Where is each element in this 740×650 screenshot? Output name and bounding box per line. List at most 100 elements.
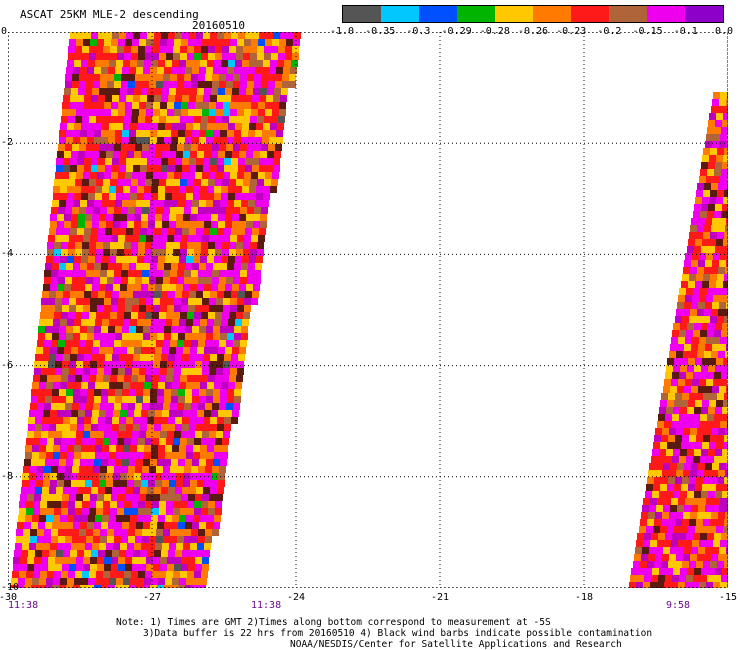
- data-cell: [208, 53, 215, 60]
- data-cell: [173, 375, 180, 382]
- data-cell: [253, 151, 260, 158]
- data-cell: [262, 200, 269, 207]
- data-cell: [101, 333, 108, 340]
- data-cell: [74, 382, 81, 389]
- data-cell: [156, 277, 163, 284]
- data-cell: [80, 263, 87, 270]
- data-cell: [117, 438, 124, 445]
- data-cell: [97, 368, 104, 375]
- data-cell: [62, 557, 69, 564]
- data-cell: [208, 46, 215, 53]
- data-cell: [194, 116, 201, 123]
- data-cell: [630, 575, 637, 582]
- data-cell: [64, 221, 71, 228]
- data-cell: [68, 571, 75, 578]
- data-cell: [173, 116, 180, 123]
- data-cell: [115, 200, 122, 207]
- data-cell: [237, 102, 244, 109]
- data-cell: [707, 372, 714, 379]
- data-cell: [135, 207, 142, 214]
- data-cell: [706, 337, 713, 344]
- data-cell: [140, 354, 147, 361]
- data-cell: [249, 60, 256, 67]
- data-cell: [716, 484, 723, 491]
- data-cell: [685, 379, 692, 386]
- data-cell: [163, 340, 170, 347]
- data-cell: [83, 305, 90, 312]
- data-cell: [173, 249, 180, 256]
- data-cell: [45, 389, 52, 396]
- data-cell: [277, 123, 284, 130]
- data-cell: [671, 498, 678, 505]
- data-cell: [260, 221, 267, 228]
- data-cell: [78, 88, 85, 95]
- data-cell: [106, 151, 113, 158]
- data-cell: [51, 403, 58, 410]
- data-cell: [55, 305, 62, 312]
- data-cell: [222, 53, 229, 60]
- data-cell: [225, 151, 232, 158]
- data-cell: [87, 396, 94, 403]
- data-cell: [139, 298, 146, 305]
- data-cell: [151, 186, 158, 193]
- data-cell: [121, 81, 128, 88]
- data-cell: [194, 312, 201, 319]
- data-cell: [707, 456, 714, 463]
- data-cell: [201, 438, 208, 445]
- data-cell: [122, 389, 129, 396]
- data-cell: [167, 361, 174, 368]
- data-cell: [184, 270, 191, 277]
- data-cell: [709, 197, 716, 204]
- data-cell: [667, 358, 674, 365]
- data-cell: [162, 214, 169, 221]
- data-cell: [114, 340, 121, 347]
- data-cell: [213, 130, 220, 137]
- data-cell: [678, 379, 685, 386]
- data-cell: [60, 382, 67, 389]
- data-cell: [215, 116, 222, 123]
- data-cell: [208, 179, 215, 186]
- data-cell: [69, 298, 76, 305]
- data-cell: [698, 344, 705, 351]
- data-cell: [120, 284, 127, 291]
- data-cell: [121, 529, 128, 536]
- data-cell: [109, 60, 116, 67]
- data-cell: [49, 424, 56, 431]
- data-cell: [213, 67, 220, 74]
- data-cell: [679, 372, 686, 379]
- data-cell: [165, 256, 172, 263]
- data-cell: [153, 361, 160, 368]
- data-cell: [175, 95, 182, 102]
- data-cell: [187, 375, 194, 382]
- data-cell: [78, 410, 85, 417]
- data-cell: [40, 508, 47, 515]
- plot-frame: [8, 32, 728, 588]
- data-cell: [160, 305, 167, 312]
- data-cell: [154, 158, 161, 165]
- data-cell: [690, 512, 697, 519]
- data-cell: [74, 578, 81, 585]
- data-cell: [223, 102, 230, 109]
- data-cell: [159, 508, 166, 515]
- data-cell: [134, 473, 141, 480]
- data-cell: [191, 270, 198, 277]
- data-cell: [198, 277, 205, 284]
- data-cell: [104, 557, 111, 564]
- data-cell: [78, 151, 85, 158]
- data-cell: [680, 365, 687, 372]
- data-cell: [125, 109, 132, 116]
- data-cell: [91, 291, 98, 298]
- data-cell: [211, 88, 218, 95]
- data-cell: [53, 256, 60, 263]
- data-cell: [196, 354, 203, 361]
- data-cell: [107, 277, 114, 284]
- data-cell: [717, 519, 724, 526]
- data-cell: [152, 179, 159, 186]
- data-cell: [166, 501, 173, 508]
- data-cell: [687, 491, 694, 498]
- data-cell: [711, 183, 718, 190]
- data-cell: [63, 417, 70, 424]
- data-cell: [145, 438, 152, 445]
- data-cell: [84, 95, 91, 102]
- data-cell: [60, 578, 67, 585]
